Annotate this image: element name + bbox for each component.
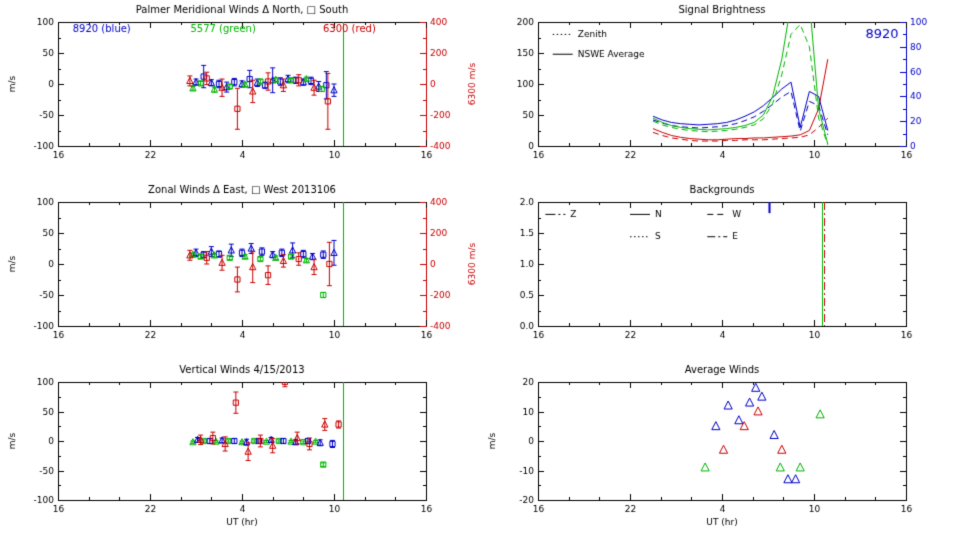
chart-palmer-meridional-winds: [0, 0, 480, 180]
chart-vertical-winds: [0, 360, 480, 540]
chart-signal-brightness: [480, 0, 960, 180]
chart-zonal-winds: [0, 180, 480, 360]
chart-average-winds: [480, 360, 960, 540]
chart-backgrounds: [480, 180, 960, 360]
